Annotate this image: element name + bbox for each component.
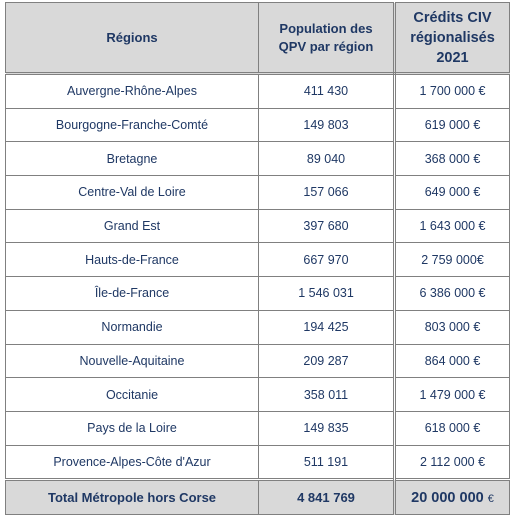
table-row: Centre-Val de Loire 157 066 649 000 € — [5, 175, 510, 210]
table-header: Régions Population des QPV par région Cr… — [5, 2, 510, 75]
population-cell: 397 680 — [258, 208, 396, 244]
region-cell: Bretagne — [5, 141, 259, 177]
population-cell: 149 835 — [258, 410, 396, 446]
population-cell: 149 803 — [258, 107, 396, 143]
population-cell: 209 287 — [258, 343, 396, 379]
header-cell: Crédits CIV régionalisés 2021 — [394, 2, 510, 75]
region-cell: Auvergne-Rhône-Alpes — [5, 73, 259, 109]
credits-cell: 2 112 000 € — [394, 444, 510, 481]
region-cell: Nouvelle-Aquitaine — [5, 343, 259, 379]
region-cell: Provence-Alpes-Côte d'Azur — [5, 444, 259, 481]
currency: € — [487, 492, 494, 505]
table: Régions Population des QPV par région Cr… — [5, 2, 510, 516]
population-cell: 194 425 — [258, 309, 396, 345]
region-cell: Île-de-France — [5, 276, 259, 311]
table-footer: Total Métropole hors Corse 4 841 769 20 … — [5, 478, 510, 516]
region-cell: Grand Est — [5, 208, 259, 244]
population-cell: 157 066 — [258, 175, 396, 210]
population-cell: 411 430 — [258, 73, 396, 109]
table-row: Grand Est 397 680 1 643 000 € — [5, 208, 510, 244]
credits-cell: 1 479 000 € — [394, 377, 510, 412]
credits-cell: 1 700 000 € — [394, 73, 510, 109]
region-cell: Hauts-de-France — [5, 242, 259, 278]
population-cell: 358 011 — [258, 377, 396, 412]
total-population: 4 841 769 — [258, 478, 396, 516]
credits-cell: 618 000 € — [394, 410, 510, 446]
table-row: Occitanie 358 011 1 479 000 € — [5, 377, 510, 412]
header-cell: Régions — [5, 2, 259, 75]
credits-cell: 649 000 € — [394, 175, 510, 210]
credits-cell: 619 000 € — [394, 107, 510, 143]
credits-cell: 803 000 € — [394, 309, 510, 345]
table-row: Provence-Alpes-Côte d'Azur 511 191 2 112 0… — [5, 444, 510, 481]
table-row: Bretagne 89 040 368 000 € — [5, 141, 510, 177]
table-row: Bourgogne-Franche-Comté 149 803 619 000 € — [5, 107, 510, 143]
header-row: Régions Population des QPV par région Cr… — [5, 2, 510, 75]
population-cell: 511 191 — [258, 444, 396, 481]
header-cell: Population des QPV par région — [258, 2, 396, 75]
region-cell: Pays de la Loire — [5, 410, 259, 446]
credits-cell: 2 759 000€ — [394, 242, 510, 278]
region-cell: Centre-Val de Loire — [5, 175, 259, 210]
credits-cell: 864 000 € — [394, 343, 510, 379]
total-credits: 20 000 000 — [411, 489, 484, 506]
population-cell: 1 546 031 — [258, 276, 396, 311]
table-body: Auvergne-Rhône-Alpes 411 430 1 700 000 € Bo… — [5, 73, 510, 481]
region-cell: Normandie — [5, 309, 259, 345]
table-row: Nouvelle-Aquitaine 209 287 864 000 € — [5, 343, 510, 379]
table-row: Auvergne-Rhône-Alpes 411 430 1 700 000 € — [5, 73, 510, 109]
population-cell: 89 040 — [258, 141, 396, 177]
total-credits-cell: 20 000 000 € — [394, 478, 510, 516]
total-label: Total Métropole hors Corse — [5, 478, 259, 516]
credits-cell: 6 386 000 € — [394, 276, 510, 311]
table-row: Pays de la Loire 149 835 618 000 € — [5, 410, 510, 446]
table-row: Hauts-de-France 667 970 2 759 000€ — [5, 242, 510, 278]
table-row: Île-de-France 1 546 031 6 386 000 € — [5, 276, 510, 311]
credits-cell: 368 000 € — [394, 141, 510, 177]
region-cell: Occitanie — [5, 377, 259, 412]
population-cell: 667 970 — [258, 242, 396, 278]
total-row: Total Métropole hors Corse 4 841 769 20 … — [5, 478, 510, 516]
credits-cell: 1 643 000 € — [394, 208, 510, 244]
region-cell: Bourgogne-Franche-Comté — [5, 107, 259, 143]
table-row: Normandie 194 425 803 000 € — [5, 309, 510, 345]
